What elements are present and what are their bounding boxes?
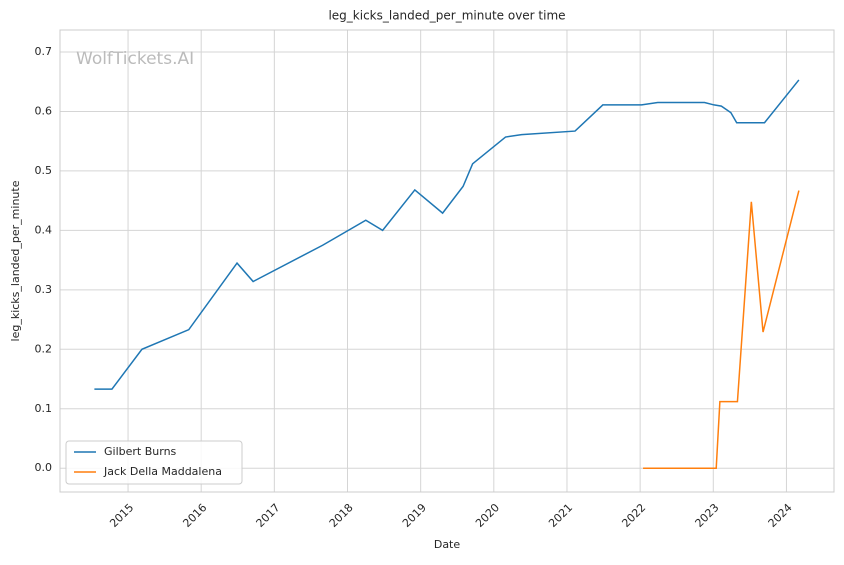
x-tick-label: 2015 <box>107 501 136 530</box>
x-tick-label: 2022 <box>619 501 648 530</box>
legend-label: Gilbert Burns <box>104 445 177 458</box>
watermark: WolfTickets.AI <box>76 49 194 69</box>
chart-title: leg_kicks_landed_per_minute over time <box>328 9 565 23</box>
x-tick-label: 2016 <box>180 501 209 530</box>
series-line <box>643 190 800 469</box>
x-tick-label: 2024 <box>766 501 795 530</box>
legend-label: Jack Della Maddalena <box>103 465 222 478</box>
x-tick-label: 2019 <box>400 501 429 530</box>
y-tick-label: 0.3 <box>35 283 53 296</box>
x-tick-label: 2018 <box>327 501 356 530</box>
x-tick-label: 2021 <box>546 501 575 530</box>
legend-box <box>65 440 243 485</box>
plot-frame <box>59 29 835 493</box>
x-tick-label: 2017 <box>254 501 283 530</box>
y-tick-label: 0.0 <box>35 461 53 474</box>
y-tick-label: 0.7 <box>35 45 53 58</box>
x-axis-label: Date <box>434 538 461 551</box>
y-tick-label: 0.1 <box>35 402 53 415</box>
x-tick-label: 2023 <box>693 501 722 530</box>
y-tick-label: 0.5 <box>35 164 53 177</box>
y-axis-label: leg_kicks_landed_per_minute <box>9 180 22 341</box>
y-tick-label: 0.4 <box>35 223 53 236</box>
x-tick-label: 2020 <box>473 501 502 530</box>
legend: Gilbert Burns Jack Della Maddalena <box>65 440 243 485</box>
y-tick-label: 0.2 <box>35 342 53 355</box>
y-tick-label: 0.6 <box>35 104 53 117</box>
series-line <box>94 79 800 390</box>
